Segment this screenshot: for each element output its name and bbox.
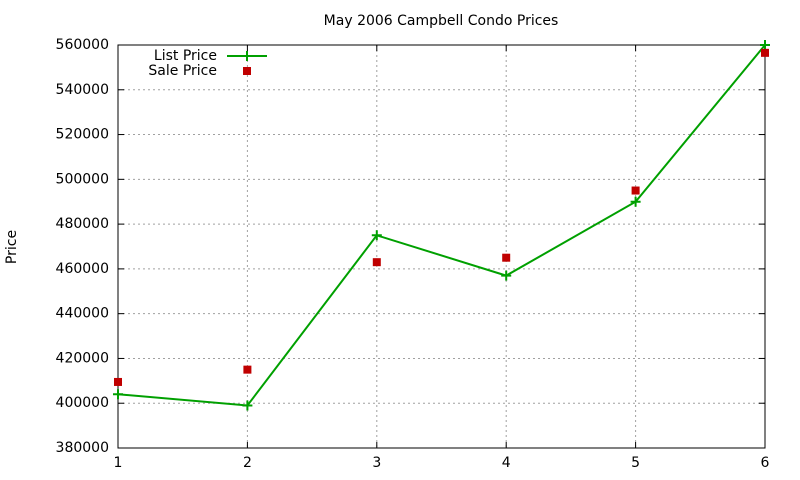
x-tick-label: 1 (114, 455, 123, 471)
data-point (630, 196, 641, 207)
legend-marker (242, 51, 252, 61)
y-tick-label: 540000 (56, 82, 109, 98)
y-tick-label: 380000 (56, 440, 109, 456)
y-tick-label: 560000 (56, 37, 109, 53)
legend-label: List Price (154, 48, 217, 64)
y-axis-label: Price (4, 230, 20, 264)
x-tick-label: 2 (243, 455, 252, 471)
x-tick-label: 5 (631, 455, 640, 471)
data-point (371, 230, 382, 241)
data-point (114, 377, 122, 386)
x-tick-label: 6 (761, 455, 770, 471)
series-line (117, 44, 766, 407)
data-point (501, 270, 512, 281)
y-tick-label: 400000 (56, 395, 109, 411)
legend-marker (243, 67, 251, 75)
x-tick-label: 4 (502, 455, 511, 471)
y-tick-label: 520000 (56, 127, 109, 143)
y-tick-label: 440000 (56, 306, 109, 322)
data-point (242, 400, 253, 411)
data-point (113, 389, 123, 400)
data-point (502, 253, 511, 262)
y-tick-label: 460000 (56, 261, 109, 277)
chart-title: May 2006 Campbell Condo Prices (324, 13, 559, 29)
data-point (761, 48, 769, 57)
y-tick-label: 500000 (56, 171, 109, 187)
x-tick-label: 3 (372, 455, 381, 471)
y-tick-label: 480000 (56, 216, 109, 232)
data-point (631, 186, 640, 195)
data-point (243, 365, 252, 374)
data-point (760, 40, 770, 50)
plot-border (117, 44, 766, 449)
data-point (372, 258, 381, 267)
legend-label: Sale Price (148, 63, 217, 79)
y-tick-label: 420000 (56, 350, 109, 366)
